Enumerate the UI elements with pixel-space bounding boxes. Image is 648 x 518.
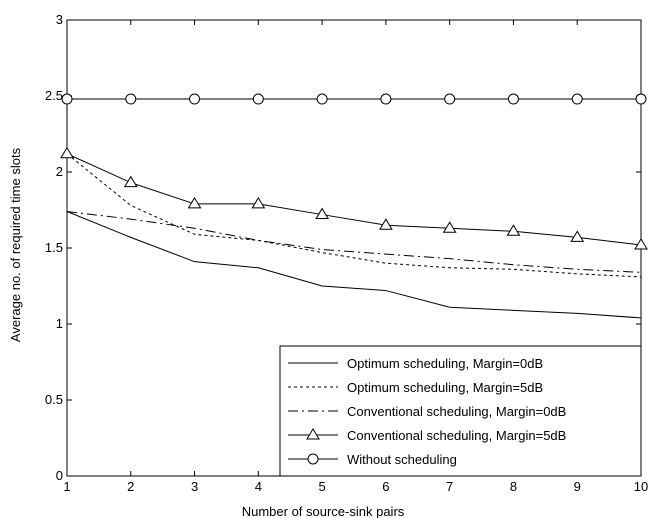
legend-item: Without scheduling — [288, 452, 457, 467]
y-tick-label: 1.5 — [45, 240, 63, 255]
axis-ticks: 1 2 3 4 5 6 7 8 9 10 0 0.5 1 1.5 2 2.5 3 — [45, 12, 648, 494]
legend-marker — [307, 453, 319, 465]
y-axis-title: Average no. of required time slots — [8, 147, 23, 342]
x-tick-label: 5 — [318, 479, 325, 494]
legend-label: Optimum scheduling, Margin=5dB — [347, 380, 543, 395]
data-point — [442, 221, 457, 233]
series-4 — [60, 146, 648, 250]
legend-item: Optimum scheduling, Margin=5dB — [288, 380, 543, 395]
x-tick-label: 9 — [574, 479, 581, 494]
y-tick-label: 1 — [56, 316, 63, 331]
legend-item: Optimum scheduling, Margin=0dB — [288, 356, 543, 371]
data-point — [123, 175, 138, 188]
x-tick-label: 4 — [255, 479, 262, 494]
legend-box — [279, 345, 642, 477]
data-point — [189, 93, 201, 105]
data-point — [125, 93, 137, 105]
data-point — [60, 146, 74, 159]
data-point — [634, 237, 648, 250]
legend-marker — [306, 428, 320, 440]
x-tick-label: 10 — [634, 479, 648, 494]
legend-label: Conventional scheduling, Margin=0dB — [347, 404, 566, 419]
x-axis-title: Number of source-sink pairs — [242, 504, 405, 518]
data-point — [251, 196, 266, 209]
data-point — [380, 93, 392, 105]
series-line — [66, 211, 642, 319]
series-line — [66, 153, 642, 246]
legend: Optimum scheduling, Margin=0dB Optimum sc… — [279, 345, 642, 477]
x-tick-label: 1 — [63, 479, 70, 494]
x-tick-label: 3 — [191, 479, 198, 494]
data-point — [570, 230, 585, 242]
legend-item: Conventional scheduling, Margin=5dB — [288, 428, 566, 443]
series-line — [66, 153, 642, 278]
x-tick-label: 7 — [446, 479, 453, 494]
x-tick-label: 2 — [127, 479, 134, 494]
series-group — [60, 93, 648, 319]
data-point — [379, 218, 393, 230]
legend-label: Conventional scheduling, Margin=5dB — [347, 428, 566, 443]
data-point — [252, 93, 264, 105]
data-point — [635, 93, 647, 105]
data-point — [507, 93, 519, 105]
data-point — [506, 224, 521, 236]
y-tick-label: 2.5 — [45, 88, 63, 103]
data-point — [444, 93, 456, 105]
legend-item: Conventional scheduling, Margin=0dB — [288, 404, 566, 419]
data-point — [315, 207, 329, 220]
data-point — [316, 93, 328, 105]
data-point — [571, 93, 583, 105]
series-2 — [66, 153, 642, 278]
y-tick-label: 2 — [56, 164, 63, 179]
data-point — [61, 93, 73, 105]
legend-label: Without scheduling — [347, 452, 457, 467]
series-line — [66, 211, 642, 273]
y-tick-label: 0 — [56, 468, 63, 483]
series-5 — [61, 93, 647, 105]
data-point — [187, 196, 202, 209]
y-tick-label: 3 — [56, 12, 63, 27]
y-tick-label: 0.5 — [45, 392, 63, 407]
x-tick-label: 8 — [510, 479, 517, 494]
series-1 — [66, 211, 642, 319]
x-tick-label: 6 — [382, 479, 389, 494]
series-3 — [66, 211, 642, 273]
legend-label: Optimum scheduling, Margin=0dB — [347, 356, 543, 371]
